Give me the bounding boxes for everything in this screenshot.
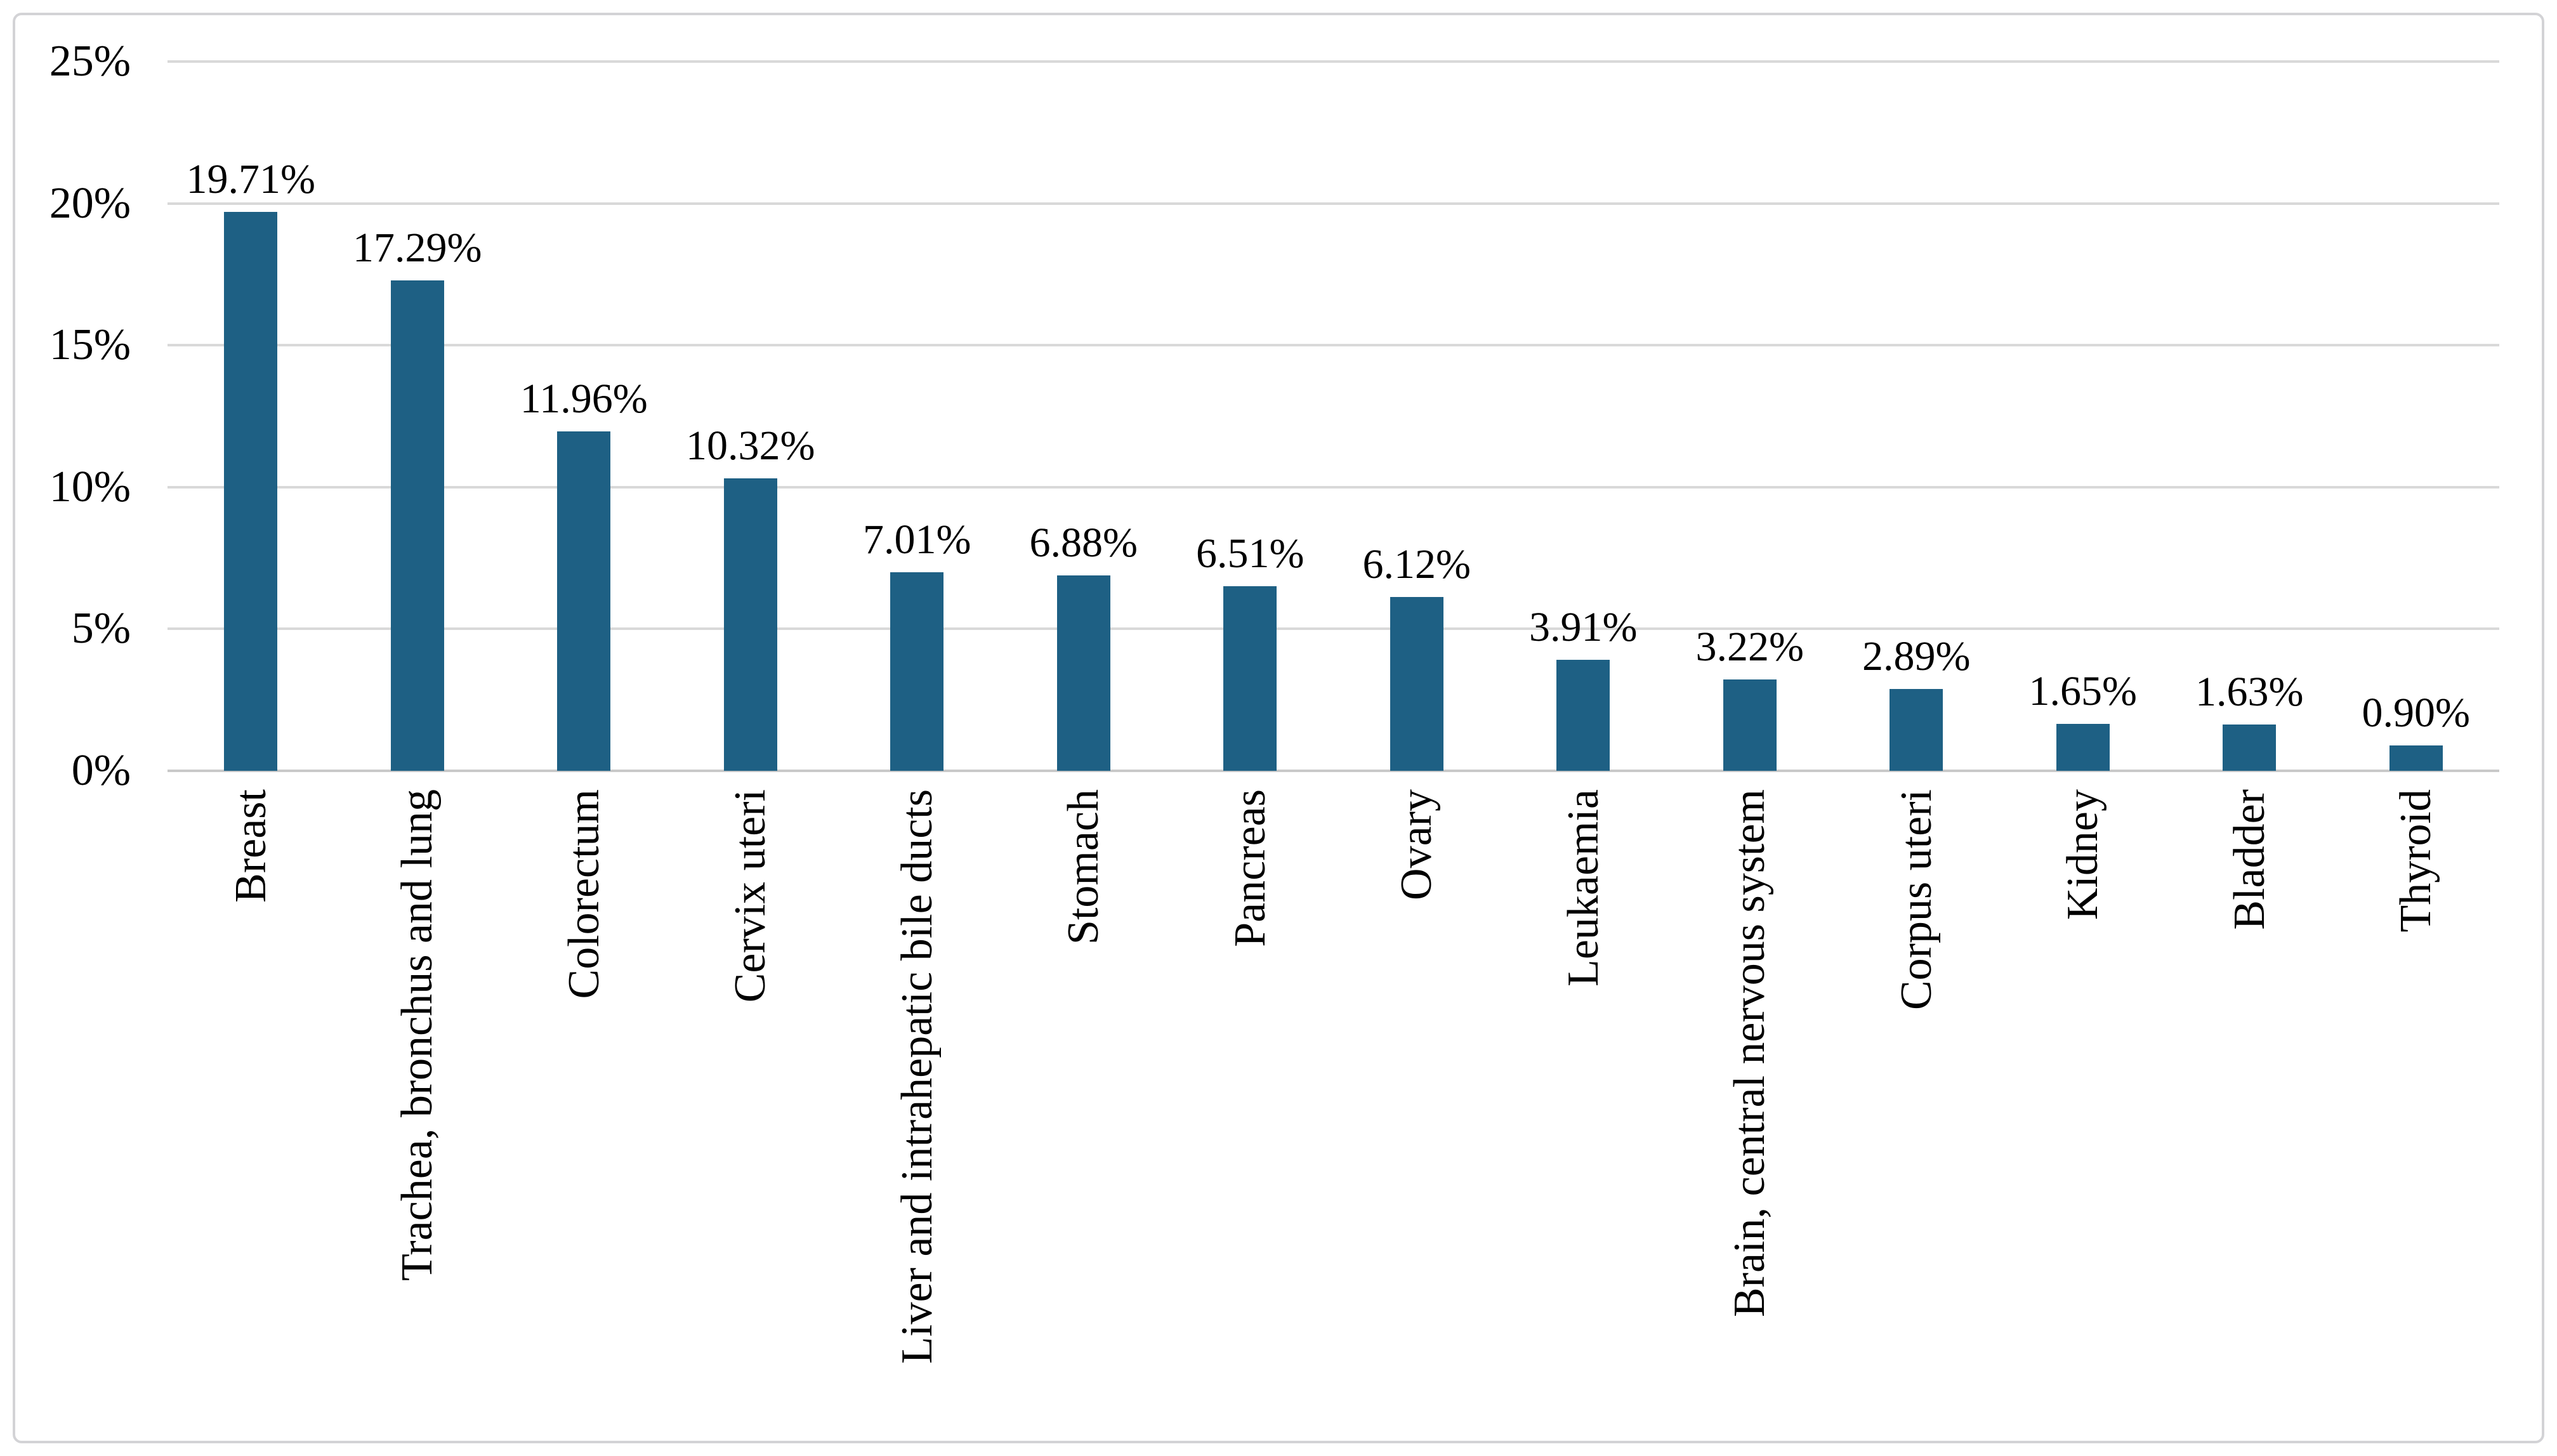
bar-slot: 19.71%: [168, 62, 334, 771]
bar: [557, 431, 611, 771]
category-label-cell: Kidney: [2000, 789, 2167, 1436]
bar-slot: 11.96%: [501, 62, 667, 771]
category-label: Trachea, bronchus and lung: [393, 789, 442, 1282]
bar-slot: 7.01%: [834, 62, 1001, 771]
category-label-cell: Breast: [168, 789, 334, 1436]
figure-border: [13, 13, 2544, 1443]
bar-series: 19.71% 17.29% 11.96% 10.32% 7.01% 6.88% 6.51% 6…: [168, 62, 2499, 771]
category-label: Liver and intrahepatic bile ducts: [892, 789, 942, 1364]
category-label: Pancreas: [1225, 789, 1275, 947]
category-label-cell: Bladder: [2166, 789, 2333, 1436]
plot-area: 19.71% 17.29% 11.96% 10.32% 7.01% 6.88% 6.51% 6…: [168, 60, 2499, 772]
bar: [2389, 745, 2443, 771]
bar-slot: 3.22%: [1667, 62, 1834, 771]
category-label: Kidney: [2058, 789, 2108, 921]
category-label: Breast: [226, 789, 275, 903]
bar: [2223, 725, 2277, 771]
category-label-cell: Leukaemia: [1500, 789, 1667, 1436]
category-label: Brain, central nervous system: [1725, 789, 1775, 1318]
y-tick-label: 15%: [49, 320, 131, 370]
category-label: Stomach: [1059, 789, 1108, 945]
bar-value-label: 6.88%: [1029, 520, 1138, 567]
bar-slot: 6.51%: [1167, 62, 1334, 771]
gridline: [168, 627, 2499, 631]
bar-value-label: 3.22%: [1695, 624, 1804, 671]
bar-value-label: 7.01%: [863, 516, 971, 563]
bar-slot: 1.63%: [2166, 62, 2333, 771]
category-label-cell: Corpus uteri: [1833, 789, 2000, 1436]
category-label: Leukaemia: [1558, 789, 1608, 987]
bar-slot: 0.90%: [2333, 62, 2500, 771]
bar-value-label: 1.65%: [2028, 668, 2137, 715]
x-axis-line: [168, 770, 2499, 772]
bar-value-label: 2.89%: [1862, 633, 1971, 679]
y-tick-label: 25%: [49, 37, 131, 86]
bar: [2056, 724, 2110, 771]
bar-slot: 1.65%: [2000, 62, 2167, 771]
bar-slot: 2.89%: [1833, 62, 2000, 771]
y-tick-label: 5%: [71, 604, 131, 653]
bar-value-label: 0.90%: [2362, 689, 2470, 736]
category-label: Bladder: [2225, 789, 2274, 930]
bar: [1056, 575, 1110, 771]
bar-value-label: 1.63%: [2195, 669, 2304, 716]
bar: [1223, 586, 1277, 771]
bar-slot: 3.91%: [1500, 62, 1667, 771]
y-tick-label: 10%: [49, 462, 131, 511]
bar: [1556, 660, 1610, 771]
bar-value-label: 10.32%: [686, 422, 815, 469]
bar: [390, 280, 444, 771]
gridline: [168, 60, 2499, 63]
y-tick-label: 20%: [49, 178, 131, 228]
x-axis-labels: Breast Trachea, bronchus and lung Colorect…: [168, 789, 2499, 1436]
bar-slot: 10.32%: [667, 62, 834, 771]
bar-value-label: 19.71%: [186, 155, 315, 202]
category-label-cell: Stomach: [1001, 789, 1167, 1436]
category-label: Cervix uteri: [726, 789, 775, 1003]
bar-value-label: 3.91%: [1529, 604, 1638, 651]
bar: [723, 478, 777, 771]
category-label: Thyroid: [2391, 789, 2441, 933]
category-label-cell: Brain, central nervous system: [1667, 789, 1834, 1436]
bar-value-label: 17.29%: [353, 224, 482, 271]
category-label-cell: Liver and intrahepatic bile ducts: [834, 789, 1001, 1436]
bar: [1390, 597, 1443, 771]
bar: [224, 211, 278, 771]
bar-value-label: 11.96%: [520, 376, 648, 423]
category-label: Colorectum: [559, 789, 608, 999]
bar-value-label: 6.51%: [1196, 530, 1305, 577]
bar: [1890, 688, 1943, 771]
category-label-cell: Trachea, bronchus and lung: [334, 789, 501, 1436]
gridline: [168, 202, 2499, 205]
category-label-cell: Colorectum: [501, 789, 667, 1436]
category-label-cell: Cervix uteri: [667, 789, 834, 1436]
gridline: [168, 344, 2499, 347]
bar: [1723, 679, 1777, 771]
gridline: [168, 485, 2499, 489]
bar: [890, 572, 944, 771]
category-label: Ovary: [1392, 789, 1442, 900]
category-label: Corpus uteri: [1891, 789, 1941, 1011]
category-label-cell: Ovary: [1334, 789, 1501, 1436]
category-label-cell: Thyroid: [2333, 789, 2500, 1436]
bar-slot: 6.12%: [1334, 62, 1501, 771]
bar-value-label: 6.12%: [1362, 541, 1471, 588]
bar-slot: 17.29%: [334, 62, 501, 771]
bar-slot: 6.88%: [1001, 62, 1167, 771]
y-tick-label: 0%: [71, 746, 131, 795]
category-label-cell: Pancreas: [1167, 789, 1334, 1436]
